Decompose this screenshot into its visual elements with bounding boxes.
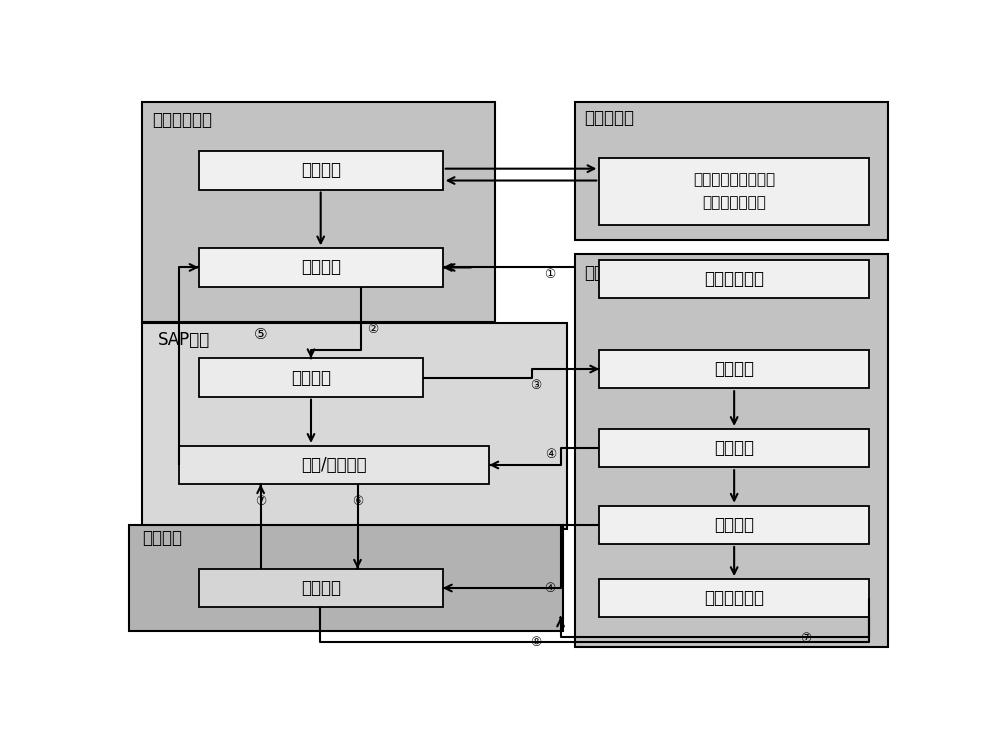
Text: 合同模板管理: 合同模板管理	[704, 270, 764, 288]
Bar	[599, 350, 869, 388]
Text: ⑦: ⑦	[800, 632, 811, 645]
Bar	[179, 446, 489, 485]
Text: ③: ③	[530, 380, 541, 392]
Text: ①: ①	[544, 268, 555, 281]
Text: 经法系统: 经法系统	[584, 264, 624, 282]
Bar	[599, 158, 869, 224]
Text: 采购订单: 采购订单	[291, 369, 331, 386]
Bar	[599, 429, 869, 467]
Text: 合同会签: 合同会签	[714, 439, 754, 457]
Text: ⑦: ⑦	[255, 496, 266, 508]
Text: 主数据平台: 主数据平台	[584, 109, 634, 128]
Bar	[599, 259, 869, 298]
Text: ②: ②	[367, 323, 379, 336]
Text: 合同管理: 合同管理	[301, 259, 341, 276]
Text: ④: ④	[546, 449, 557, 461]
Bar	[599, 579, 869, 617]
Text: ④: ④	[544, 581, 555, 594]
Text: 合同起草: 合同起草	[714, 360, 754, 378]
Bar	[142, 102, 495, 323]
Text: ⑤: ⑤	[254, 327, 267, 342]
Bar	[129, 525, 563, 631]
Bar	[574, 102, 888, 240]
Bar	[142, 323, 567, 529]
Text: 物料、供应商、采购
标准主数据信息: 物料、供应商、采购 标准主数据信息	[693, 173, 775, 210]
Text: ⑥: ⑥	[352, 496, 363, 508]
Bar	[199, 358, 423, 397]
Text: 生成合同: 生成合同	[714, 516, 754, 534]
Text: 合同履约查询: 合同履约查询	[704, 589, 764, 607]
Bar	[574, 254, 888, 647]
Text: 财务管控: 财务管控	[142, 529, 182, 548]
Bar	[199, 151, 443, 190]
Text: SAP系统: SAP系统	[158, 331, 210, 349]
Text: 资金管理: 资金管理	[301, 579, 341, 597]
Text: 订单/合同履约: 订单/合同履约	[301, 456, 367, 474]
Text: 采购管理: 采购管理	[301, 161, 341, 180]
Bar	[599, 506, 869, 544]
Text: ⑧: ⑧	[530, 636, 541, 649]
Bar	[199, 248, 443, 287]
Text: 电子商务平台: 电子商务平台	[152, 111, 212, 128]
Bar	[199, 569, 443, 607]
